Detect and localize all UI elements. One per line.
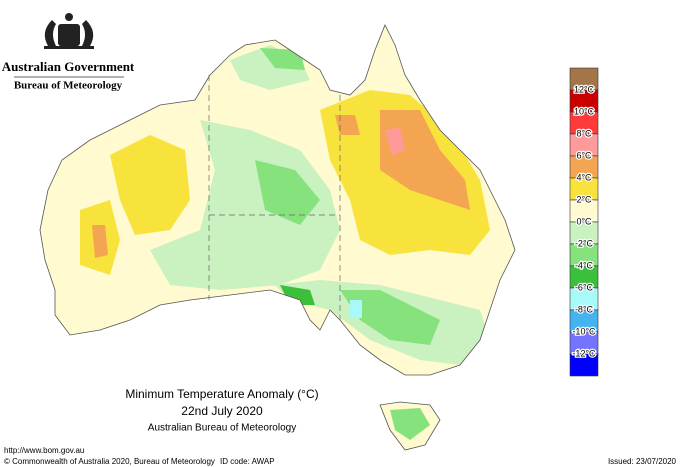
government-name: Australian Government	[2, 59, 135, 74]
legend-label: -4°C	[575, 260, 594, 270]
legend-label: 10°C	[574, 106, 595, 116]
map-title: Minimum Temperature Anomaly (°C)	[125, 387, 318, 401]
legend-label: -6°C	[575, 282, 594, 292]
legend-label: -12°C	[572, 348, 596, 358]
legend-label: -8°C	[575, 304, 594, 314]
legend-label: -10°C	[572, 326, 596, 336]
footer-id: ID code: AWAP	[220, 457, 275, 466]
footer-url: http://www.bom.gov.au	[4, 446, 84, 455]
legend-label: 0°C	[576, 216, 592, 226]
legend-label: 2°C	[576, 194, 592, 204]
legend-label: 8°C	[576, 128, 592, 138]
legend-label: 6°C	[576, 150, 592, 160]
legend-swatch	[569, 353, 599, 377]
legend-label: 4°C	[576, 172, 592, 182]
legend-label: 12°C	[574, 84, 595, 94]
state-borders	[208, 75, 341, 320]
footer-issued: Issued: 23/07/2020	[608, 457, 677, 466]
footer-copyright: © Commonwealth of Australia 2020, Bureau…	[4, 457, 215, 466]
map-date: 22nd July 2020	[181, 404, 263, 418]
bureau-name: Bureau of Meteorology	[14, 80, 123, 92]
coastline	[39, 24, 516, 451]
coat-of-arms	[44, 13, 94, 49]
map-source: Australian Bureau of Meteorology	[148, 423, 296, 434]
legend-label: -2°C	[575, 238, 594, 248]
legend: 12°C 10°C 8°C 6°C 4°C 2°C 0°C -2°C -4°C -6°C -8°C -…	[569, 67, 599, 377]
